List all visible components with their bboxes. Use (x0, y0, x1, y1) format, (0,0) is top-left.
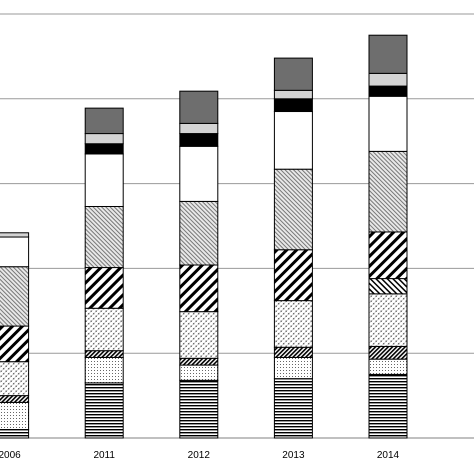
bar-segment-stripe (368, 278, 408, 295)
bar-segment-small-dots (0, 401, 30, 431)
bar-segment-wide-diagonal (273, 249, 313, 302)
bar-segment-light-gray (0, 232, 30, 238)
bar-segment-light-gray (84, 133, 124, 145)
bar-segment-dense-diagonal (0, 395, 30, 403)
bar-segment-fine-diagonal (273, 168, 313, 251)
bar-segment-black (273, 98, 313, 113)
bar-segment-crosshatch-dots (84, 307, 124, 352)
bar-segment-dense-diagonal (179, 357, 219, 366)
bar-segment-wide-diagonal (368, 231, 408, 280)
bar-segment-crosshatch-dots (368, 293, 408, 347)
bar-segment-dark-gray (179, 90, 219, 124)
bar-segment-horizontal-lines (179, 379, 219, 439)
bar-segment-horizontal-lines (368, 373, 408, 439)
bar-segment-horizontal-lines (273, 378, 313, 439)
bar-segment-black (179, 133, 219, 147)
bar-segment-dark-gray (368, 34, 408, 74)
bar-segment-fine-diagonal (179, 200, 219, 266)
bar-segment-white (368, 95, 408, 152)
bar-segment-black (84, 143, 124, 155)
bar-segment-white (0, 236, 30, 268)
bar-segment-wide-diagonal (84, 267, 124, 309)
bar-segment-dense-diagonal (84, 350, 124, 358)
bar-segment-crosshatch-dots (0, 361, 30, 397)
bar-segment-fine-diagonal (368, 150, 408, 233)
bar-segment-light-gray (179, 122, 219, 135)
bar-segment-white (84, 153, 124, 207)
x-tick-label: 2011 (93, 450, 115, 461)
bar-segment-dense-diagonal (368, 345, 408, 360)
bar-segment-white (179, 145, 219, 202)
bar-segment-crosshatch-dots (273, 300, 313, 348)
bar-segment-light-gray (273, 89, 313, 100)
x-tick-label: 2014 (377, 450, 400, 461)
bar-segment-white (273, 111, 313, 170)
bar-segment-fine-diagonal (84, 205, 124, 269)
bar-segment-fine-diagonal (0, 266, 30, 327)
bar-segment-crosshatch-dots (179, 311, 219, 359)
x-tick-labels: 2006 2011 2012 2013 2014 (0, 450, 400, 461)
bar-segment-horizontal-lines (0, 429, 30, 439)
x-tick-label: 2006 (0, 450, 21, 461)
bar-segment-small-dots (368, 358, 408, 375)
bar-segment-black (368, 85, 408, 97)
bar-segment-small-dots (273, 356, 313, 380)
x-tick-label: 2012 (188, 450, 211, 461)
bar-segment-wide-diagonal (0, 325, 30, 363)
bar-segment-wide-diagonal (179, 264, 219, 313)
bar-segment-dark-gray (84, 107, 124, 135)
bar-segment-dense-diagonal (273, 346, 313, 358)
bar-segment-small-dots (179, 364, 219, 381)
bar-segment-dark-gray (273, 57, 313, 91)
x-tick-label: 2013 (282, 450, 305, 461)
bar-segment-horizontal-lines (84, 382, 124, 439)
bar-segment-light-gray (368, 72, 408, 87)
bars (0, 34, 408, 439)
bar-segment-small-dots (84, 356, 124, 384)
